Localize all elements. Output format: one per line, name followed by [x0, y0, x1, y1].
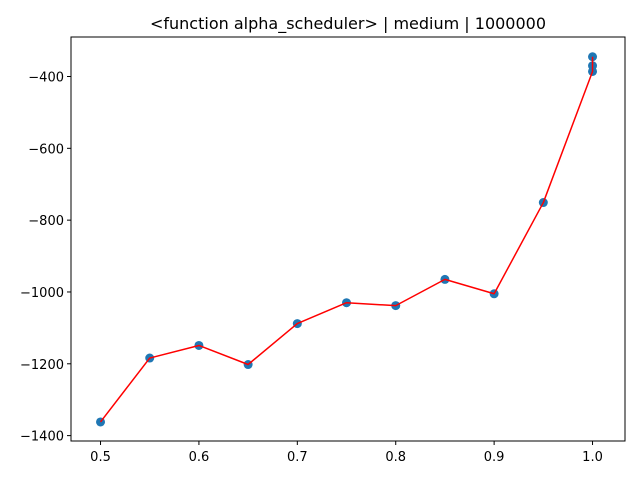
y-tick-label: −1000 — [20, 286, 64, 301]
plot-area — [96, 52, 598, 427]
x-tick-label: 0.9 — [484, 450, 505, 465]
y-tick-label: −600 — [28, 142, 64, 157]
y-axis: −1400 −1200 −1000 −800 −600 −400 — [20, 71, 71, 445]
y-tick-label: −1400 — [20, 430, 64, 445]
chart-title: <function alpha_scheduler> | medium | 10… — [150, 14, 546, 34]
x-tick-label: 0.7 — [287, 450, 308, 465]
x-tick-label: 0.8 — [385, 450, 406, 465]
x-axis: 0.5 0.6 0.7 0.8 0.9 1.0 — [90, 441, 603, 465]
x-tick-label: 1.0 — [582, 450, 603, 465]
x-tick-label: 0.5 — [90, 450, 111, 465]
x-tick-label: 0.6 — [189, 450, 210, 465]
y-tick-label: −1200 — [20, 358, 64, 373]
series-line — [99, 56, 594, 423]
y-tick-label: −400 — [28, 71, 64, 86]
axes-frame — [70, 36, 626, 442]
y-tick-label: −800 — [28, 214, 64, 229]
